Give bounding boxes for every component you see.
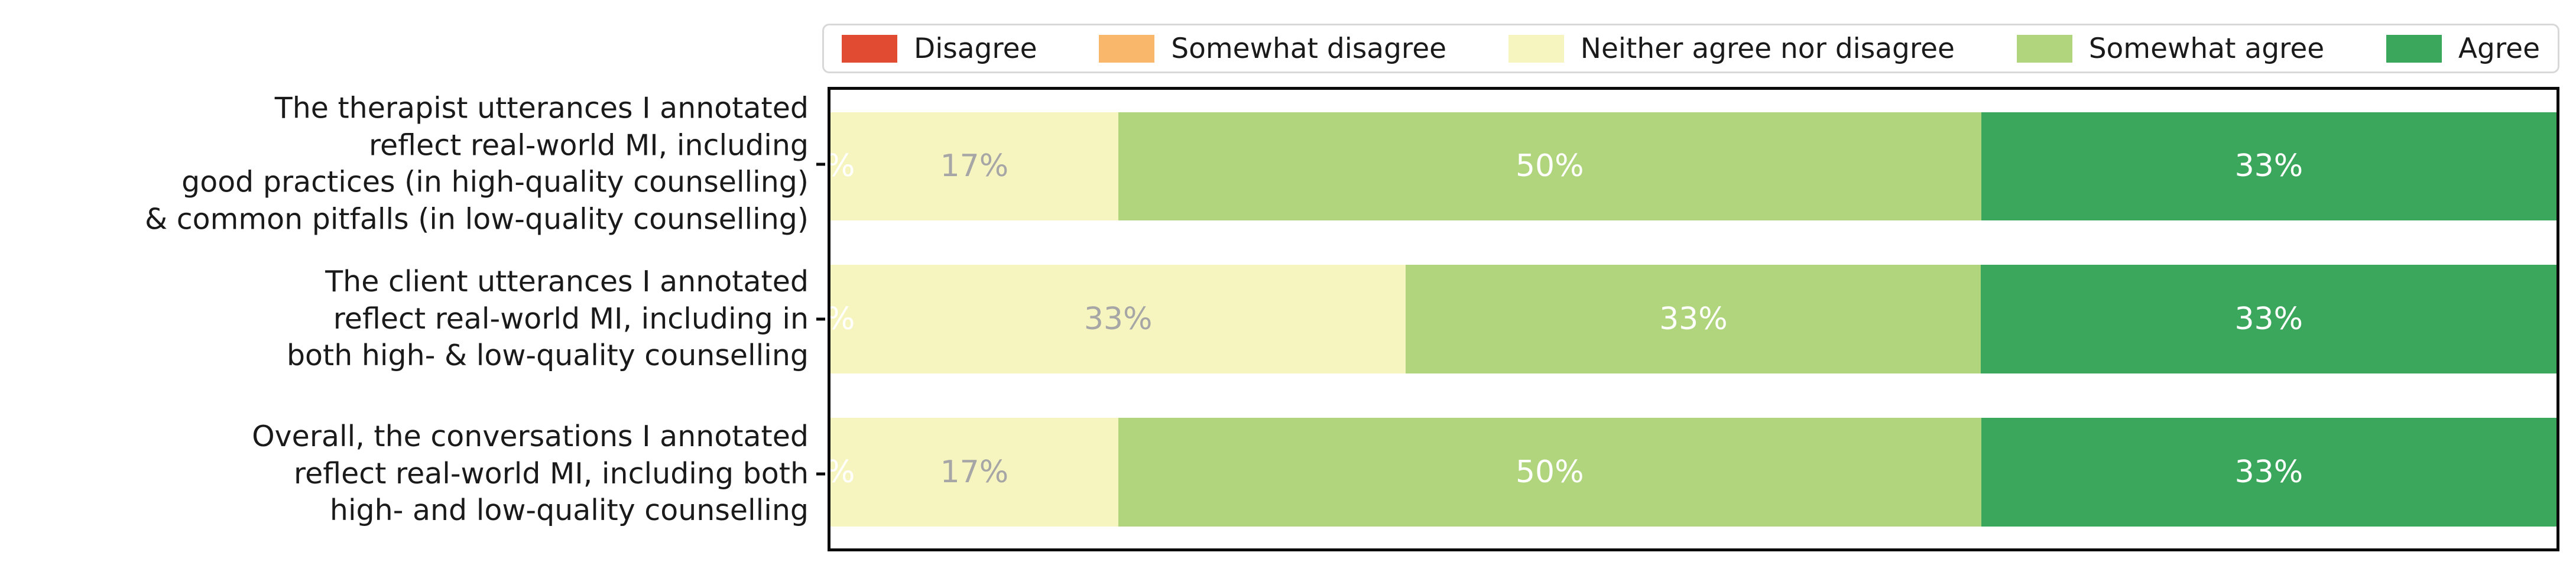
stacked-bar: 0%0%17%50%33% (830, 417, 2556, 527)
y-axis-tick (816, 472, 825, 476)
bar-segment-neither-agree-nor-disagree: 17% (830, 417, 1118, 527)
bar-row: 0%0%17%50%33% (830, 90, 2556, 243)
zero-percent-label: 0% (830, 151, 855, 181)
legend-color-swatch (2016, 34, 2072, 63)
legend-item-label: Neither agree nor disagree (1580, 32, 1955, 65)
bar-segment-neither-agree-nor-disagree: 33% (830, 265, 1406, 373)
category-label: Overall, the conversations I annotated r… (252, 419, 809, 528)
bar-row: 0%0%17%50%33% (830, 395, 2556, 548)
legend-item-label: Disagree (914, 32, 1037, 65)
bar-segment-neither-agree-nor-disagree: 17% (830, 112, 1118, 221)
legend-color-swatch (2386, 34, 2442, 63)
legend-item-disagree: Disagree (842, 33, 1037, 65)
bar-segment-somewhat-agree: 50% (1118, 417, 1981, 527)
legend-item-label: Agree (2458, 32, 2540, 65)
bar-segment-label: 33% (1659, 301, 1728, 337)
zero-percent-label: 0% (830, 304, 855, 334)
legend-color-swatch (1508, 34, 1564, 63)
legend-item-label: Somewhat disagree (1171, 32, 1447, 65)
bar-segment-somewhat-agree: 50% (1118, 112, 1981, 221)
bar-segment-label: 33% (2234, 148, 2304, 184)
bar-segment-label: 17% (940, 148, 1009, 184)
bar-segment-agree: 33% (1981, 265, 2556, 373)
bar-row: 0%0%33%33%33% (830, 243, 2556, 396)
legend-item-somewhat-agree: Somewhat agree (2016, 32, 2325, 65)
zero-percent-label: 0% (830, 304, 855, 334)
bar-segment-label: 17% (940, 454, 1009, 490)
bar-segment-somewhat-agree: 33% (1406, 265, 1981, 373)
zero-percent-label: 0% (830, 151, 855, 181)
zero-percent-label: 0% (830, 457, 855, 488)
bar-segment-label: 33% (2234, 454, 2304, 490)
bar-segment-agree: 33% (1981, 112, 2556, 221)
category-label: The client utterances I annotated reflec… (286, 264, 809, 373)
legend-item-somewhat-disagree: Somewhat disagree (1099, 33, 1446, 65)
stacked-bar: 0%0%17%50%33% (830, 112, 2556, 221)
legend-item-agree: Agree (2386, 33, 2540, 65)
zero-percent-label: 0% (830, 457, 855, 488)
stacked-bar: 0%0%33%33%33% (830, 265, 2556, 373)
bar-segment-label: 33% (2234, 301, 2304, 337)
category-label: The therapist utterances I annotated ref… (144, 91, 809, 236)
y-axis-tick (816, 163, 825, 166)
bar-segment-label: 50% (1515, 148, 1584, 184)
y-axis-tick (816, 317, 825, 321)
legend-item-neither-agree-nor-disagree: Neither agree nor disagree (1508, 33, 1955, 65)
legend-item-label: Somewhat agree (2088, 32, 2325, 65)
plot-area: 0%0%17%50%33%0%0%33%33%33%0%0%17%50%33% (828, 87, 2559, 551)
bar-segment-label: 33% (1083, 301, 1153, 337)
legend-color-swatch (842, 34, 897, 63)
chart-legend: Disagree Somewhat disagree Neither agree n… (822, 24, 2559, 73)
bar-segment-agree: 33% (1981, 417, 2556, 527)
bar-segment-label: 50% (1515, 454, 1584, 490)
legend-color-swatch (1099, 34, 1155, 63)
